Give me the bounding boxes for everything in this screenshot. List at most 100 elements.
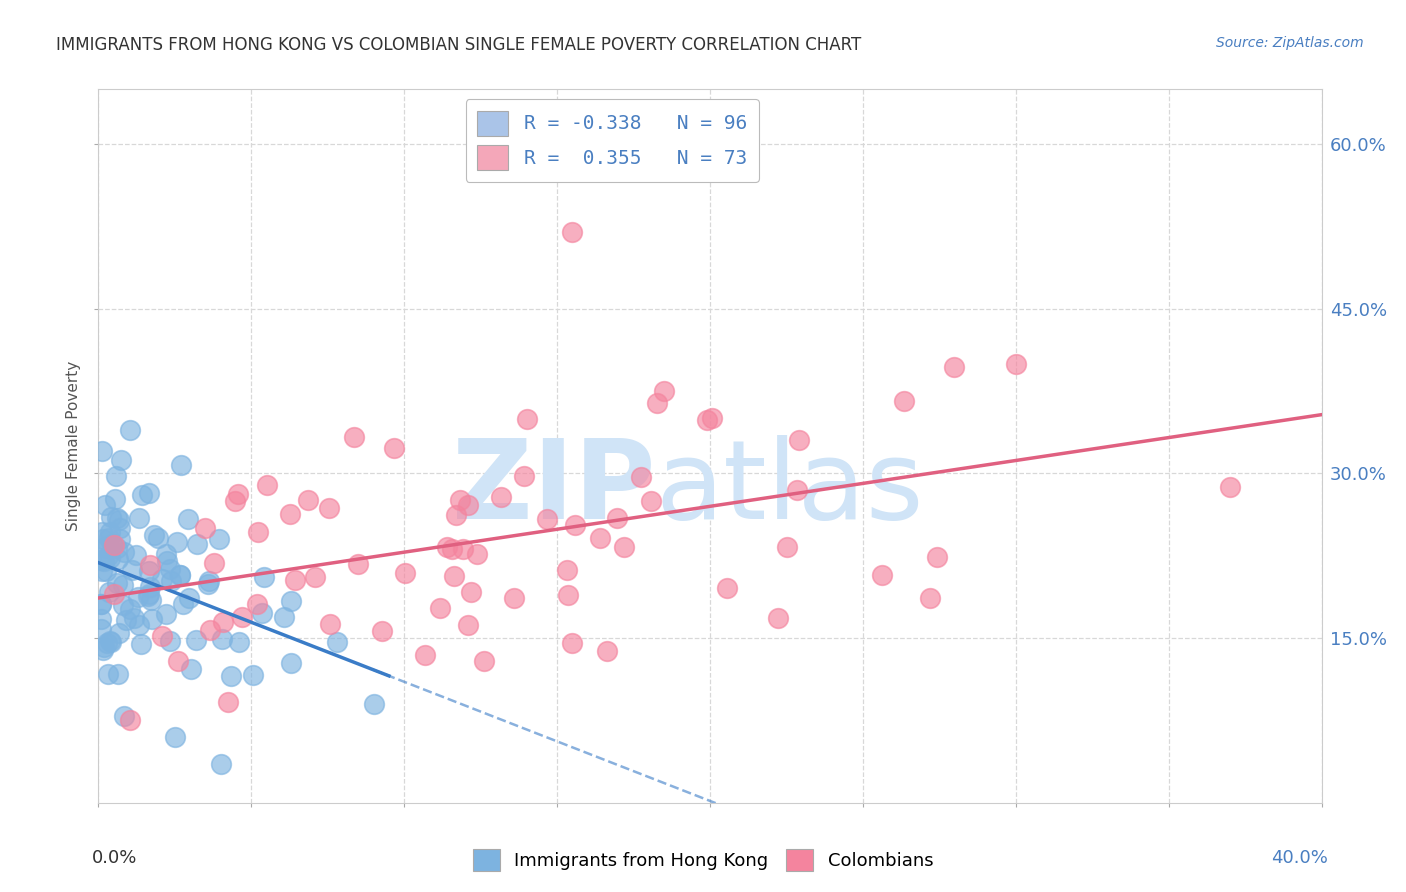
Point	[107, 541, 129, 555]
Point	[640, 494, 662, 508]
Point	[120, 423, 142, 437]
Point	[606, 511, 628, 525]
Point	[90, 597, 112, 611]
Point	[91, 643, 114, 657]
Point	[212, 615, 235, 629]
Point	[318, 501, 340, 516]
Point	[94, 540, 117, 554]
Point	[245, 597, 267, 611]
Point	[942, 360, 965, 375]
Point	[457, 498, 479, 512]
Point	[465, 548, 488, 562]
Point	[253, 570, 276, 584]
Point	[100, 510, 122, 524]
Point	[163, 730, 186, 744]
Point	[176, 511, 198, 525]
Point	[226, 487, 249, 501]
Point	[125, 548, 148, 562]
Point	[150, 628, 173, 642]
Point	[141, 612, 163, 626]
Point	[122, 611, 145, 625]
Point	[451, 541, 474, 556]
Point	[872, 568, 894, 582]
Point	[108, 532, 131, 546]
Point	[97, 666, 120, 681]
Point	[186, 537, 208, 551]
Point	[128, 618, 150, 632]
Point	[489, 490, 512, 504]
Point	[413, 648, 436, 663]
Point	[120, 713, 142, 727]
Point	[596, 643, 619, 657]
Point	[202, 556, 225, 570]
Point	[472, 654, 495, 668]
Point	[561, 225, 583, 239]
Point	[228, 635, 250, 649]
Text: ZIP: ZIP	[451, 435, 655, 542]
Point	[90, 622, 112, 636]
Point	[716, 581, 738, 595]
Point	[90, 564, 112, 578]
Point	[768, 611, 790, 625]
Point	[156, 554, 179, 568]
Point	[143, 527, 166, 541]
Legend: Immigrants from Hong Kong, Colombians: Immigrants from Hong Kong, Colombians	[465, 842, 941, 879]
Point	[394, 566, 416, 580]
Point	[131, 488, 153, 502]
Point	[159, 634, 181, 648]
Point	[382, 442, 405, 456]
Point	[304, 570, 326, 584]
Point	[108, 521, 131, 535]
Point	[100, 550, 122, 565]
Point	[169, 568, 191, 582]
Point	[918, 591, 941, 606]
Point	[326, 635, 349, 649]
Point	[436, 540, 458, 554]
Point	[371, 624, 394, 639]
Point	[460, 584, 482, 599]
Point	[139, 580, 162, 594]
Point	[169, 458, 191, 473]
Point	[564, 517, 586, 532]
Point	[148, 531, 170, 545]
Point	[91, 444, 114, 458]
Point	[503, 591, 526, 605]
Point	[108, 626, 131, 640]
Point	[110, 453, 132, 467]
Point	[93, 640, 115, 655]
Point	[1219, 480, 1241, 494]
Point	[224, 494, 246, 508]
Point	[194, 521, 217, 535]
Point	[561, 636, 583, 650]
Point	[696, 413, 718, 427]
Legend: R = -0.338   N = 96, R =  0.355   N = 73: R = -0.338 N = 96, R = 0.355 N = 73	[465, 99, 759, 182]
Point	[441, 542, 464, 557]
Point	[160, 574, 183, 589]
Point	[242, 668, 264, 682]
Point	[343, 430, 366, 444]
Point	[96, 636, 118, 650]
Point	[169, 568, 191, 582]
Text: IMMIGRANTS FROM HONG KONG VS COLOMBIAN SINGLE FEMALE POVERTY CORRELATION CHART: IMMIGRANTS FROM HONG KONG VS COLOMBIAN S…	[56, 36, 862, 54]
Point	[613, 540, 636, 554]
Point	[217, 695, 239, 709]
Point	[136, 589, 159, 603]
Point	[91, 532, 114, 546]
Point	[513, 469, 536, 483]
Point	[131, 637, 153, 651]
Point	[776, 540, 799, 554]
Point	[273, 610, 295, 624]
Point	[200, 623, 222, 637]
Point	[630, 469, 652, 483]
Point	[98, 525, 121, 540]
Point	[278, 507, 301, 521]
Text: 0.0%: 0.0%	[93, 849, 138, 867]
Point	[893, 393, 915, 408]
Point	[128, 511, 150, 525]
Point	[97, 531, 120, 545]
Point	[138, 565, 160, 579]
Point	[94, 564, 117, 578]
Point	[107, 667, 129, 681]
Point	[927, 550, 949, 565]
Point	[207, 533, 229, 547]
